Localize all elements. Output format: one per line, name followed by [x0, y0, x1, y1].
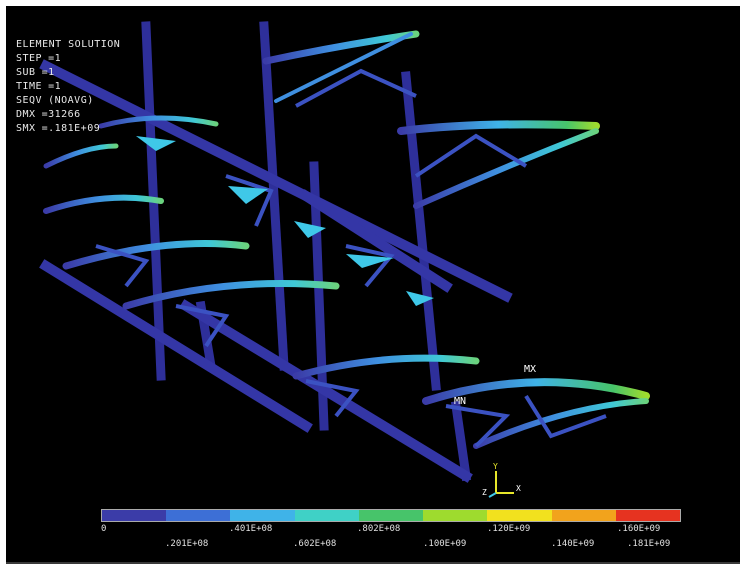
triad-y-label: Y — [493, 462, 498, 471]
cantilever-arms — [43, 30, 650, 449]
legend-swatch-2 — [230, 510, 295, 521]
info-row-smx: SMX =.181E+09 — [16, 123, 101, 134]
info-title: ELEMENT SOLUTION — [16, 39, 121, 50]
legend-label-top-1: .401E+08 — [229, 524, 273, 534]
legend-label-top-3: .120E+09 — [487, 524, 531, 534]
legend-swatch-4 — [358, 510, 424, 521]
legend-label-bottom-4: .181E+09 — [627, 539, 671, 549]
triad-z-label: Z — [482, 488, 487, 497]
legend-swatch-8 — [615, 510, 680, 521]
info-row-seqv: SEQV (NOAVG) — [16, 95, 94, 106]
frame-bottom-rule — [6, 562, 740, 564]
stress-highlights — [136, 136, 434, 306]
legend-label-bottom-1: .602E+08 — [293, 539, 337, 549]
legend-swatch-7 — [551, 510, 616, 521]
max-marker: MX — [524, 364, 536, 375]
legend-swatch-3 — [294, 510, 359, 521]
legend-label-top-0: 0 — [101, 524, 107, 534]
graphics-viewport[interactable]: MX MN ELEMENT SOLUTION STEP =1 SUB =1 TIME… — [6, 6, 740, 563]
solution-info-panel: ELEMENT SOLUTION STEP =1 SUB =1 TIME =1 SEQ… — [16, 38, 120, 136]
truss-braces — [95, 68, 607, 448]
contour-legend: 0 .401E+08 .802E+08 .120E+09 .160E+09 .2… — [101, 509, 681, 557]
info-row-dmx: DMX =31266 — [16, 109, 81, 120]
legend-color-bar — [101, 509, 681, 522]
info-row-time: TIME =1 — [16, 81, 62, 92]
triad-x-label: X — [516, 484, 521, 493]
axis-triad: Y Z X — [482, 462, 521, 498]
legend-swatch-5 — [423, 510, 488, 521]
legend-swatch-6 — [487, 510, 552, 521]
legend-swatch-0 — [102, 510, 167, 521]
legend-label-bottom-0: .201E+08 — [165, 539, 209, 549]
legend-label-top-2: .802E+08 — [357, 524, 401, 534]
legend-label-bottom-2: .100E+09 — [423, 539, 467, 549]
fem-model-plot: MX MN — [39, 21, 650, 483]
info-row-step: STEP =1 — [16, 53, 62, 64]
info-row-sub: SUB =1 — [16, 67, 55, 78]
diagonal-beams — [39, 59, 513, 483]
min-marker: MN — [454, 396, 466, 407]
legend-label-bottom-3: .140E+09 — [551, 539, 595, 549]
legend-label-top-4: .160E+09 — [617, 524, 661, 534]
legend-swatch-1 — [166, 510, 231, 521]
